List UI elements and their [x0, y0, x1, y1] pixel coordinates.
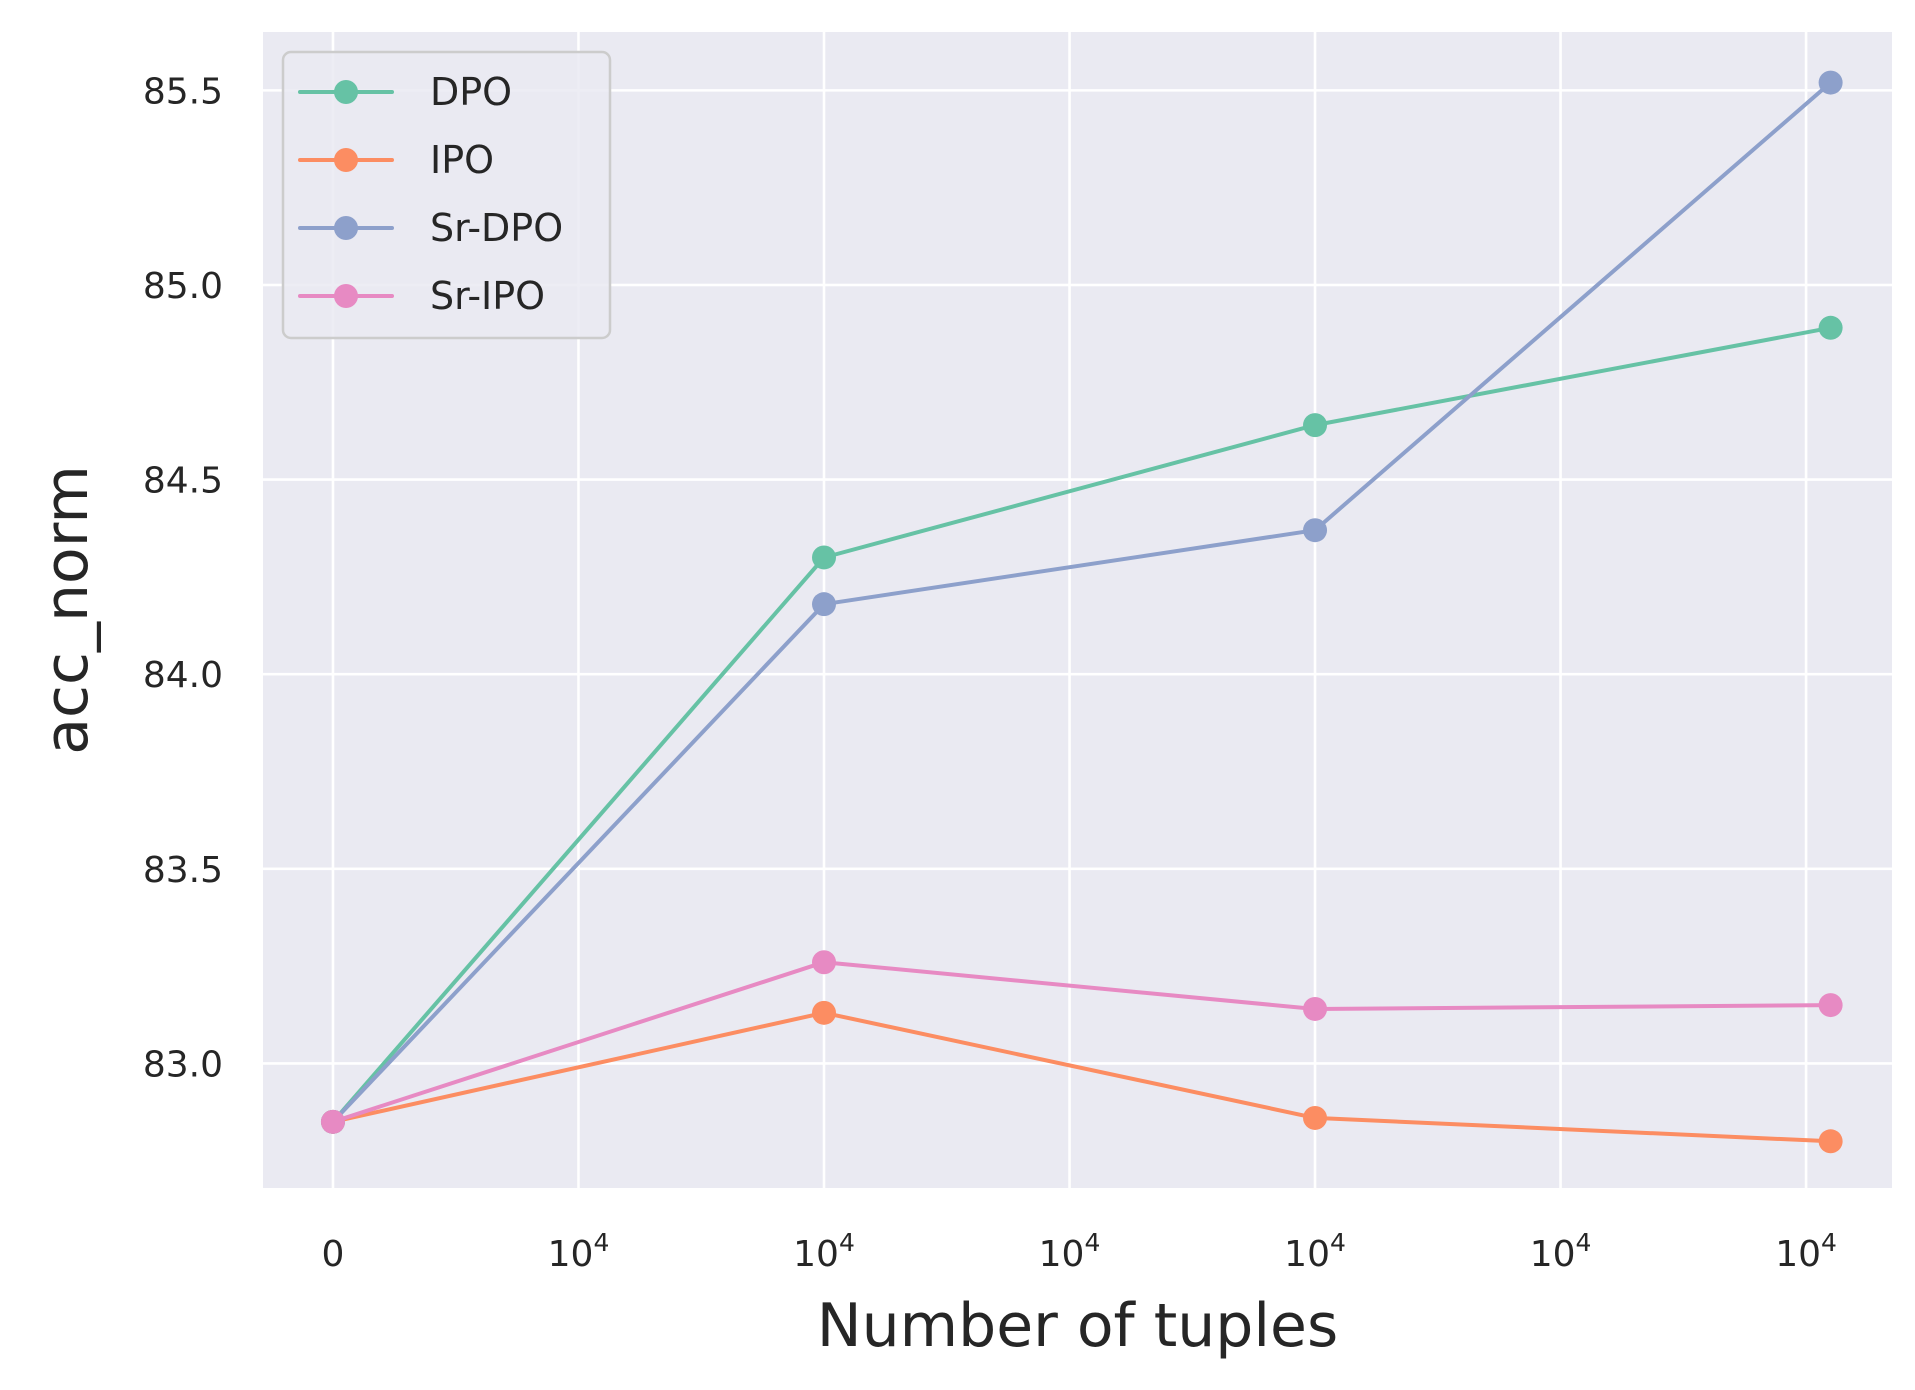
data-point	[1303, 518, 1328, 543]
y-tick-label: 83.0	[143, 1044, 223, 1085]
data-point	[812, 592, 837, 617]
series-sr-ipo	[320, 950, 1843, 1134]
legend: DPO IPO Sr-DPO Sr-IPO	[281, 50, 612, 340]
data-point	[320, 1109, 345, 1134]
legend-entry-ipo: IPO	[298, 138, 494, 182]
legend-entry-sr-ipo: Sr-IPO	[298, 274, 545, 318]
y-tick-label: 84.5	[143, 461, 223, 502]
x-tick-label: 104	[1775, 1228, 1837, 1275]
legend-swatch-marker	[334, 216, 358, 240]
legend-entry-dpo: DPO	[298, 70, 512, 114]
data-point	[1303, 1105, 1328, 1130]
series-line	[331, 80, 1833, 1124]
legend-entry-sr-dpo: Sr-DPO	[298, 206, 563, 250]
y-axis-title: acc_norm	[32, 465, 102, 755]
tick-labels: 83.0 83.5 84.0 84.5 85.0 85.5 0 104 104 104 104 104…	[143, 71, 1837, 1275]
legend-swatch-marker	[334, 80, 358, 104]
x-tick-label: 104	[1284, 1228, 1346, 1275]
series-line	[331, 1010, 1833, 1144]
data-point	[812, 545, 837, 570]
legend-label: DPO	[430, 70, 512, 114]
legend-box	[281, 50, 612, 340]
x-tick-label: 0	[322, 1234, 345, 1275]
data-point	[1818, 315, 1843, 340]
x-tick-label: 104	[548, 1228, 610, 1275]
series-line	[331, 325, 1833, 1124]
series-line	[331, 960, 1833, 1124]
legend-swatch-marker	[334, 284, 358, 308]
data-point	[812, 1000, 837, 1025]
y-tick-label: 85.5	[143, 71, 223, 112]
y-tick-label: 84.0	[143, 655, 223, 696]
x-tick-label: 104	[793, 1228, 855, 1275]
data-point	[1818, 993, 1843, 1018]
data-point	[1818, 70, 1843, 95]
data-point	[1303, 413, 1328, 438]
x-axis-title: Number of tuples	[817, 1291, 1338, 1361]
y-tick-label: 83.5	[143, 850, 223, 891]
legend-label: Sr-DPO	[430, 206, 563, 250]
legend-label: IPO	[430, 138, 494, 182]
data-point	[1303, 996, 1328, 1021]
x-tick-label: 104	[1039, 1228, 1101, 1275]
x-tick-label: 104	[1530, 1228, 1592, 1275]
data-point	[1818, 1129, 1843, 1154]
data-point	[812, 950, 837, 975]
legend-label: Sr-IPO	[430, 274, 545, 318]
legend-swatch-marker	[334, 148, 358, 172]
series-lines	[320, 70, 1843, 1154]
y-tick-label: 85.0	[143, 266, 223, 307]
